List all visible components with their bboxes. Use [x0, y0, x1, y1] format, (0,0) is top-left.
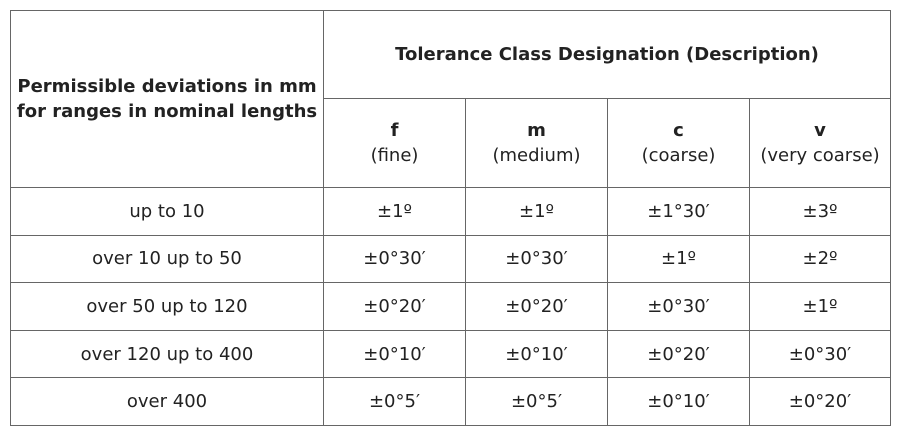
row-header-line: for ranges in nominal lengths: [16, 101, 318, 122]
class-code: f: [390, 120, 399, 141]
header-row: Permissible deviations in mm for ranges …: [10, 10, 891, 188]
range-label: over 10 up to 50: [10, 234, 324, 284]
column-header: m (medium): [465, 98, 608, 188]
deviation-value: ±0°5′: [465, 377, 608, 426]
class-description: (medium): [492, 145, 581, 166]
class-code: m: [527, 120, 546, 141]
data-row: over 120 up to 400 ±0°10′ ±0°10′ ±0°20′ ±0°3…: [10, 329, 891, 379]
range-label: over 120 up to 400: [10, 329, 324, 379]
deviation-value: ±2º: [749, 234, 891, 284]
range-label: up to 10: [10, 187, 324, 236]
tolerance-table: Permissible deviations in mm for ranges …: [10, 10, 891, 426]
range-label: over 50 up to 120: [10, 282, 324, 331]
row-header-line: Permissible deviations in mm: [17, 76, 317, 97]
deviation-value: ±0°30′: [607, 282, 750, 331]
group-header: Tolerance Class Designation (Description…: [323, 10, 891, 99]
class-code: c: [673, 120, 684, 141]
deviation-value: ±0°20′: [749, 377, 891, 426]
column-header: v (very coarse): [749, 98, 891, 188]
deviation-value: ±0°20′: [607, 329, 750, 379]
deviation-value: ±0°30′: [465, 234, 608, 284]
deviation-value: ±1º: [323, 187, 466, 236]
deviation-value: ±0°30′: [749, 329, 891, 379]
class-code: v: [814, 120, 826, 141]
column-header: f (fine): [323, 98, 466, 188]
data-row: up to 10 ±1º ±1º ±1°30′ ±3º: [10, 187, 891, 236]
deviation-value: ±0°10′: [607, 377, 750, 426]
range-label: over 400: [10, 377, 324, 426]
data-row: over 400 ±0°5′ ±0°5′ ±0°10′ ±0°20′: [10, 377, 891, 426]
table-head: Permissible deviations in mm for ranges …: [10, 10, 891, 188]
column-header: c (coarse): [607, 98, 750, 188]
class-description: (very coarse): [760, 145, 880, 166]
deviation-value: ±0°20′: [465, 282, 608, 331]
data-row: over 10 up to 50 ±0°30′ ±0°30′ ±1º ±2º: [10, 234, 891, 284]
class-description: (coarse): [641, 145, 716, 166]
deviation-value: ±0°5′: [323, 377, 466, 426]
deviation-value: ±0°10′: [465, 329, 608, 379]
subheader-row: f (fine) m (medium) c (coarse) v (very coarse): [11, 98, 891, 188]
class-description: (fine): [370, 145, 419, 166]
deviation-value: ±1°30′: [607, 187, 750, 236]
deviation-value: ±0°30′: [323, 234, 466, 284]
deviation-value: ±3º: [749, 187, 891, 236]
deviation-value: ±1º: [465, 187, 608, 236]
deviation-value: ±0°10′: [323, 329, 466, 379]
data-row: over 50 up to 120 ±0°20′ ±0°20′ ±0°30′ ±1º: [10, 282, 891, 331]
table-body: up to 10 ±1º ±1º ±1°30′ ±3º over 10 up to 50 ±…: [10, 187, 891, 426]
row-header: Permissible deviations in mm for ranges …: [10, 10, 324, 188]
deviation-value: ±1º: [749, 282, 891, 331]
deviation-value: ±1º: [607, 234, 750, 284]
deviation-value: ±0°20′: [323, 282, 466, 331]
